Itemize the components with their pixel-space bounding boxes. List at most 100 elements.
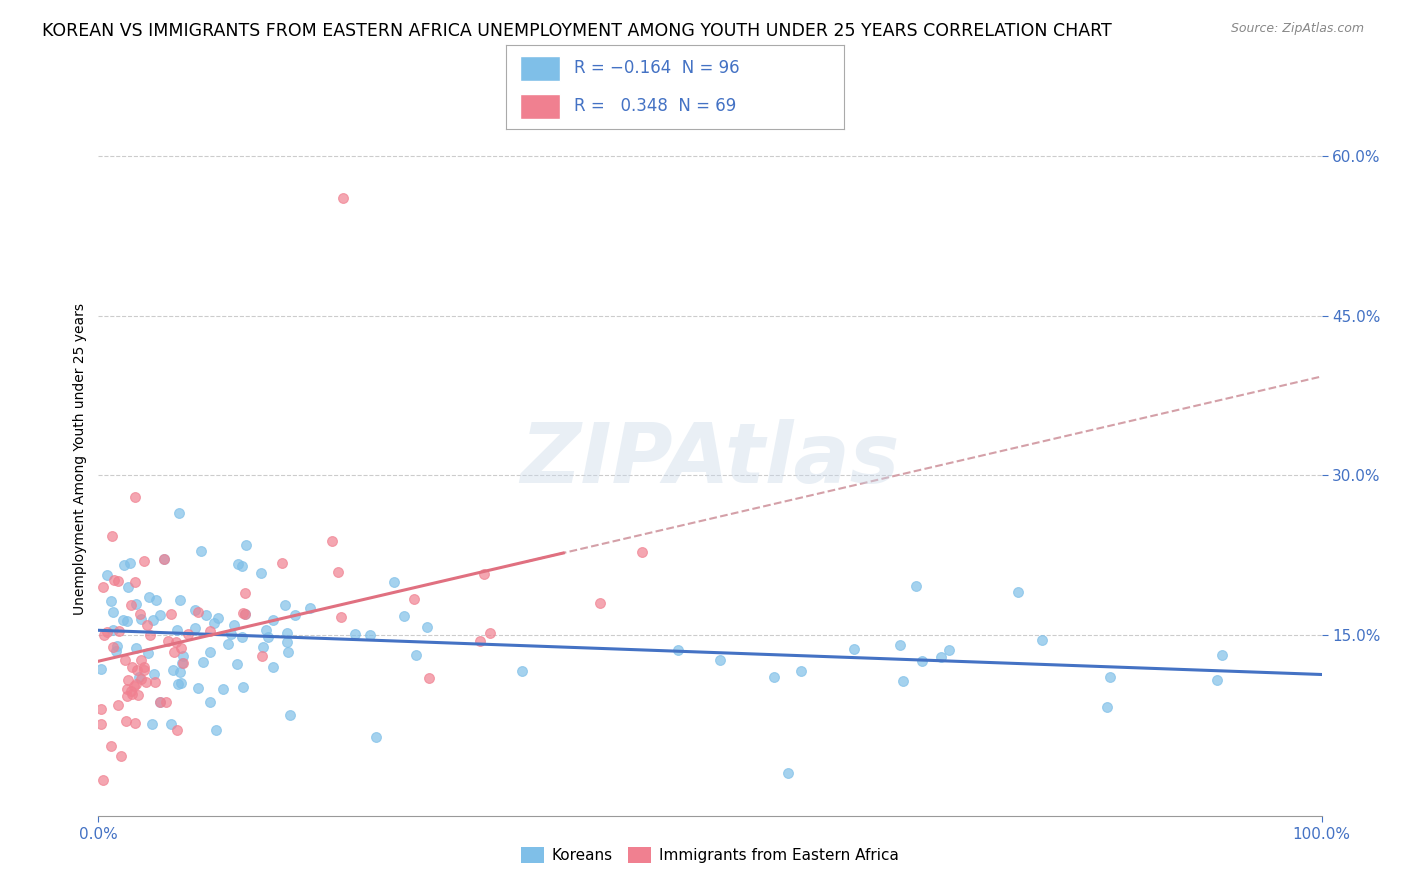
Point xyxy=(108,624,131,638)
Point xyxy=(284,608,307,623)
Point xyxy=(156,634,179,648)
Point xyxy=(120,684,142,698)
Point xyxy=(105,644,128,658)
Point xyxy=(103,624,125,638)
Point xyxy=(103,573,125,587)
Point xyxy=(184,603,207,617)
Point xyxy=(153,552,176,566)
Point xyxy=(110,749,132,764)
Point xyxy=(202,616,225,631)
Point xyxy=(276,635,298,649)
Point xyxy=(205,723,228,738)
Point xyxy=(141,717,163,731)
Point xyxy=(172,656,194,670)
Point xyxy=(149,608,172,623)
Point xyxy=(115,690,138,704)
Point xyxy=(468,633,491,648)
Bar xyxy=(520,55,560,81)
Point xyxy=(172,649,194,664)
Point xyxy=(132,663,155,677)
Point xyxy=(111,613,134,627)
Point xyxy=(187,605,209,619)
Point xyxy=(510,664,533,678)
Point xyxy=(115,714,138,728)
Point xyxy=(226,657,249,671)
Point xyxy=(136,618,159,632)
Point xyxy=(120,598,142,612)
Point xyxy=(169,665,191,679)
Point xyxy=(233,607,256,621)
Point xyxy=(219,627,242,641)
Point xyxy=(121,687,143,701)
Point xyxy=(100,594,122,608)
Point xyxy=(198,624,221,639)
Point xyxy=(252,640,274,655)
Point xyxy=(190,544,212,558)
Point xyxy=(107,698,129,712)
Point xyxy=(112,558,135,572)
Point xyxy=(114,653,136,667)
Text: R =   0.348  N = 69: R = 0.348 N = 69 xyxy=(574,97,735,115)
Point xyxy=(153,552,176,566)
Point xyxy=(382,574,405,589)
Text: ZIPAtlas: ZIPAtlas xyxy=(520,419,900,500)
Point xyxy=(929,650,952,665)
Point xyxy=(938,642,960,657)
Point xyxy=(217,637,239,651)
Point xyxy=(226,558,249,572)
Point xyxy=(125,598,148,612)
Point xyxy=(1095,699,1118,714)
Point xyxy=(366,730,388,744)
Point xyxy=(418,671,440,685)
Point xyxy=(166,623,188,637)
Point xyxy=(404,591,426,606)
Point xyxy=(332,191,354,205)
Point xyxy=(359,627,381,641)
Point xyxy=(195,607,218,622)
Point xyxy=(167,506,190,520)
Point xyxy=(160,607,183,621)
Point xyxy=(155,695,177,709)
Point xyxy=(170,640,193,655)
Point xyxy=(90,717,112,731)
Point xyxy=(149,695,172,709)
Point xyxy=(326,565,349,579)
Point xyxy=(235,538,257,552)
Point xyxy=(222,618,245,632)
Point xyxy=(117,673,139,688)
Point xyxy=(472,566,495,581)
Point xyxy=(392,608,415,623)
Point xyxy=(274,598,297,612)
Point xyxy=(145,593,167,607)
Point xyxy=(96,568,118,582)
Point xyxy=(117,580,139,594)
Point xyxy=(778,765,800,780)
Point xyxy=(165,635,187,649)
Point xyxy=(1031,633,1053,648)
Point xyxy=(666,643,689,657)
Point xyxy=(125,640,148,655)
Point xyxy=(90,702,112,716)
Y-axis label: Unemployment Among Youth under 25 years: Unemployment Among Youth under 25 years xyxy=(73,303,87,615)
Point xyxy=(299,600,322,615)
Point xyxy=(124,490,146,504)
Point xyxy=(231,558,253,573)
Point xyxy=(132,659,155,673)
Point xyxy=(160,716,183,731)
Point xyxy=(139,628,162,642)
Point xyxy=(124,715,146,730)
Point xyxy=(231,630,253,644)
Text: KOREAN VS IMMIGRANTS FROM EASTERN AFRICA UNEMPLOYMENT AMONG YOUTH UNDER 25 YEARS: KOREAN VS IMMIGRANTS FROM EASTERN AFRICA… xyxy=(42,22,1112,40)
Point xyxy=(129,612,152,626)
Point xyxy=(105,639,128,653)
Point xyxy=(212,681,235,696)
Point xyxy=(125,677,148,691)
Point xyxy=(91,580,114,594)
Point xyxy=(163,645,186,659)
Point xyxy=(91,772,114,787)
Point xyxy=(198,694,221,708)
Point xyxy=(329,610,352,624)
Point xyxy=(478,626,501,640)
Point xyxy=(100,739,122,753)
Legend: Koreans, Immigrants from Eastern Africa: Koreans, Immigrants from Eastern Africa xyxy=(515,841,905,869)
